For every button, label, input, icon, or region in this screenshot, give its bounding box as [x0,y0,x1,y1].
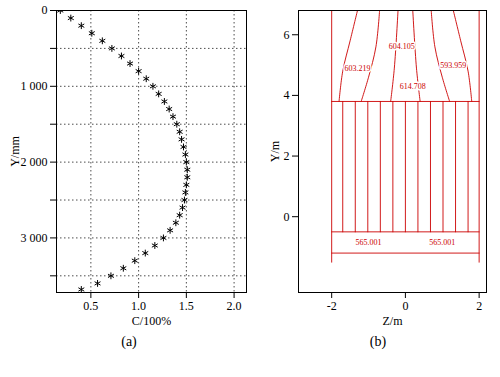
svg-text:614.708: 614.708 [400,82,426,91]
svg-text:2: 2 [476,299,482,313]
svg-text:Y/mm: Y/mm [8,136,22,167]
svg-text:565.001: 565.001 [356,238,382,247]
svg-text:1.0: 1.0 [131,299,146,313]
svg-text:0: 0 [402,299,408,313]
svg-text:2: 2 [284,149,290,163]
svg-text:3 000: 3 000 [21,231,48,245]
svg-text:1 000: 1 000 [21,79,48,93]
svg-text:565.001: 565.001 [429,238,455,247]
svg-text:Z/m: Z/m [383,314,404,328]
svg-text:2 000: 2 000 [21,155,48,169]
svg-text:604.105: 604.105 [389,42,415,51]
svg-text:0: 0 [284,210,290,224]
svg-text:6: 6 [284,28,290,42]
svg-text:Y/m: Y/m [268,140,282,162]
svg-text:1.5: 1.5 [179,299,194,313]
svg-text:4: 4 [284,88,290,102]
html-text:(b): (b) [369,334,387,349]
html-text:(a): (a) [121,334,137,349]
svg-text:C/100%: C/100% [132,314,171,328]
svg-text:0.5: 0.5 [83,299,98,313]
svg-text:0: 0 [42,3,48,17]
svg-text:593.959: 593.959 [440,61,466,70]
svg-text:2.0: 2.0 [227,299,242,313]
svg-text:-2: -2 [327,299,337,313]
svg-text:603.219: 603.219 [344,64,370,73]
